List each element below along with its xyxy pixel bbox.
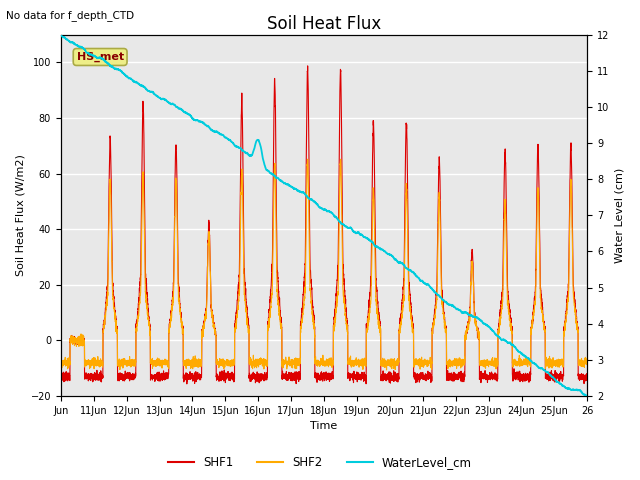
SHF1 (468, 250, 476, 256)
SHF2 (468, 260, 476, 266)
WaterLevel_cm (372, 243, 380, 249)
SHF2 (304, 156, 312, 162)
WaterLevel_cm (494, 334, 502, 339)
SHF1 (344, 323, 351, 329)
SHF1 (166, 322, 174, 327)
SHF2 (57, 362, 65, 368)
WaterLevel_cm (166, 101, 174, 107)
WaterLevel_cm (583, 393, 591, 399)
Text: HS_met: HS_met (77, 52, 124, 62)
Text: No data for f_depth_CTD: No data for f_depth_CTD (6, 10, 134, 21)
Y-axis label: Soil Heat Flux (W/m2): Soil Heat Flux (W/m2) (15, 155, 25, 276)
SHF1 (372, 275, 380, 280)
Legend: SHF1, SHF2, WaterLevel_cm: SHF1, SHF2, WaterLevel_cm (163, 452, 477, 474)
X-axis label: Time: Time (310, 421, 338, 432)
Y-axis label: Water Level (cm): Water Level (cm) (615, 168, 625, 263)
SHF1 (584, 373, 591, 379)
WaterLevel_cm (584, 393, 591, 399)
Line: SHF2: SHF2 (61, 159, 588, 370)
SHF1 (304, 63, 312, 69)
SHF2 (372, 292, 380, 298)
WaterLevel_cm (344, 224, 351, 230)
SHF1 (508, 324, 516, 329)
SHF1 (183, 381, 191, 387)
SHF2 (383, 367, 390, 373)
Title: Soil Heat Flux: Soil Heat Flux (267, 15, 381, 33)
SHF2 (344, 327, 351, 333)
SHF2 (508, 329, 516, 335)
SHF2 (166, 324, 174, 329)
Line: WaterLevel_cm: WaterLevel_cm (61, 35, 588, 396)
WaterLevel_cm (508, 342, 516, 348)
WaterLevel_cm (57, 32, 65, 37)
WaterLevel_cm (468, 313, 476, 319)
SHF2 (495, 327, 502, 333)
SHF2 (584, 357, 591, 363)
SHF1 (57, 370, 65, 376)
Line: SHF1: SHF1 (61, 66, 588, 384)
SHF1 (495, 327, 502, 333)
